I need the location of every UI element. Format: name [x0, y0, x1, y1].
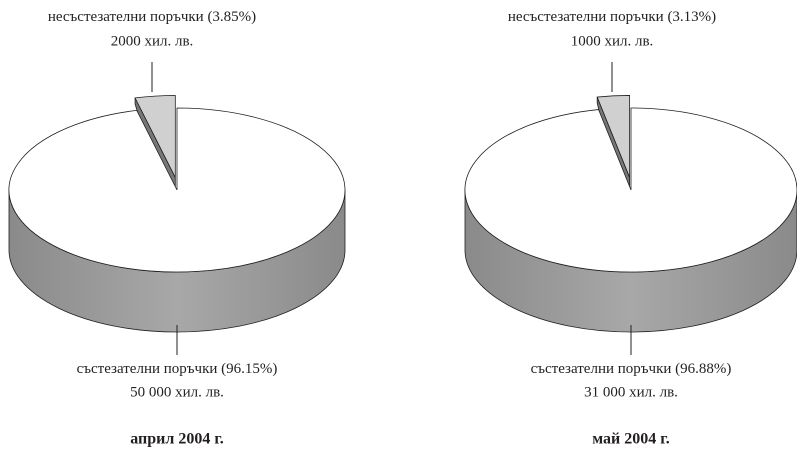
pie-slice [596, 95, 631, 178]
slice-label: състезателни поръчки (96.15%) [77, 361, 278, 377]
chart: несъстезателни поръчки (3.85%) 2000 хил. … [8, 9, 346, 448]
slice-label: несъстезателни поръчки (3.13%) [508, 9, 716, 25]
percent-label: (3.13%) [667, 9, 716, 25]
category-name: несъстезателни поръчки [508, 9, 664, 25]
slice-label: състезателни поръчки (96.88%) [531, 361, 732, 377]
pie-slice [134, 95, 176, 178]
amount-label: 50 000 хил. лв. [130, 384, 224, 400]
chart-title: май 2004 г. [592, 431, 669, 448]
chart: несъстезателни поръчки (3.13%) 1000 хил. … [464, 9, 797, 448]
category-name: състезателни поръчки [77, 361, 218, 377]
pie-slice [8, 107, 346, 273]
category-name: състезателни поръчки [531, 361, 672, 377]
amount-label: 2000 хил. лв. [111, 33, 194, 49]
percent-label: (96.15%) [221, 361, 277, 377]
slice-label: несъстезателни поръчки (3.85%) [48, 9, 256, 25]
pie-slice [464, 107, 797, 273]
amount-label: 31 000 хил. лв. [584, 384, 678, 400]
percent-label: (96.88%) [675, 361, 731, 377]
chart-title: април 2004 г. [130, 431, 224, 448]
amount-label: 1000 хил. лв. [571, 33, 654, 49]
percent-label: (3.85%) [207, 9, 256, 25]
category-name: несъстезателни поръчки [48, 9, 204, 25]
